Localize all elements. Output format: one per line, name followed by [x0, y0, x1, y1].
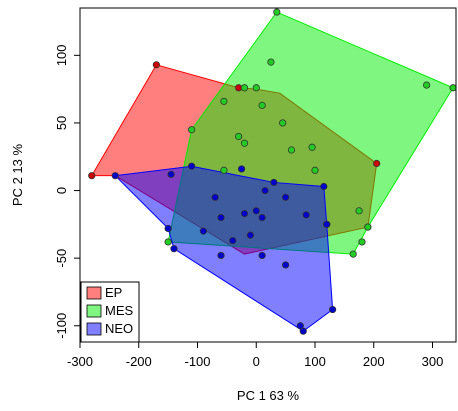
legend-swatch-ep	[86, 286, 102, 300]
y-tick-label: 50	[54, 116, 69, 130]
point-mes-8	[188, 126, 196, 134]
point-neo-11	[199, 227, 207, 235]
x-tick-label: 0	[253, 354, 260, 369]
point-mes-5	[252, 84, 260, 92]
point-neo-9	[258, 213, 266, 222]
point-neo-19	[282, 261, 290, 269]
x-tick-label: -300	[67, 354, 93, 369]
point-neo-18	[323, 220, 331, 228]
point-mes-4	[240, 84, 249, 92]
point-neo-25	[252, 207, 260, 215]
y-tick-label: 0	[54, 187, 69, 194]
point-mes-17	[358, 238, 366, 246]
x-tick-label: -100	[184, 354, 210, 369]
point-ep-1	[152, 61, 160, 69]
point-mes-14	[355, 207, 363, 215]
legend-swatch-neo	[86, 322, 102, 336]
point-mes-2	[449, 84, 457, 92]
legend-label-mes: MES	[105, 303, 134, 318]
point-mes-6	[220, 97, 228, 105]
point-neo-4	[270, 178, 278, 187]
point-neo-0	[111, 172, 119, 180]
point-mes-0	[273, 8, 281, 16]
y-tick-label: -50	[54, 249, 69, 268]
point-mes-21	[287, 146, 296, 154]
point-neo-2	[188, 162, 196, 170]
point-ep-3	[373, 159, 381, 168]
y-axis-title: PC 2 13 %	[10, 143, 25, 206]
legend-label-ep: EP	[105, 285, 122, 300]
point-neo-1	[167, 170, 175, 178]
y-tick-label: 100	[54, 44, 69, 66]
point-mes-20	[240, 139, 249, 147]
point-mes-16	[349, 250, 357, 258]
y-axis: -100 -50 0 50 100	[54, 44, 81, 339]
point-mes-10	[235, 132, 243, 141]
point-ep-0	[88, 172, 96, 180]
x-tick-label: -200	[126, 354, 152, 369]
point-neo-22	[296, 322, 304, 330]
point-neo-23	[217, 213, 225, 222]
point-mes-7	[258, 101, 266, 109]
point-mes-11	[308, 143, 316, 151]
x-axis: -300 -200 -100 0 100 200 300	[67, 341, 444, 369]
x-tick-label: 100	[304, 354, 326, 369]
point-neo-8	[240, 209, 249, 218]
legend-label-neo: NEO	[105, 321, 133, 336]
hull-layer	[90, 11, 454, 332]
point-neo-24	[282, 193, 290, 201]
point-neo-10	[246, 231, 254, 239]
point-mes-15	[164, 238, 172, 246]
point-mes-13	[220, 166, 228, 174]
x-tick-label: 300	[422, 354, 444, 369]
legend: EP MES NEO	[80, 281, 140, 343]
point-neo-15	[258, 251, 266, 260]
points-layer	[88, 8, 457, 335]
x-tick-label: 200	[363, 354, 385, 369]
point-neo-20	[329, 305, 337, 314]
x-axis-title: PC 1 63 %	[237, 388, 300, 403]
point-mes-9	[279, 119, 287, 127]
y-tick-label: -100	[54, 313, 69, 339]
point-mes-1	[423, 81, 431, 89]
point-neo-14	[217, 251, 225, 260]
legend-swatch-mes	[86, 304, 102, 318]
point-mes-12	[311, 166, 319, 174]
point-neo-5	[320, 182, 328, 191]
point-neo-13	[170, 245, 178, 253]
point-neo-21	[299, 327, 307, 335]
point-neo-7	[261, 186, 269, 195]
point-mes-3	[267, 58, 275, 66]
point-neo-3	[237, 165, 246, 173]
point-neo-12	[164, 224, 172, 233]
point-mes-18	[364, 223, 372, 231]
point-neo-16	[229, 236, 237, 245]
hull-neo	[114, 165, 334, 332]
point-ep-2	[235, 84, 243, 92]
point-neo-17	[302, 211, 310, 219]
point-neo-6	[211, 193, 219, 201]
